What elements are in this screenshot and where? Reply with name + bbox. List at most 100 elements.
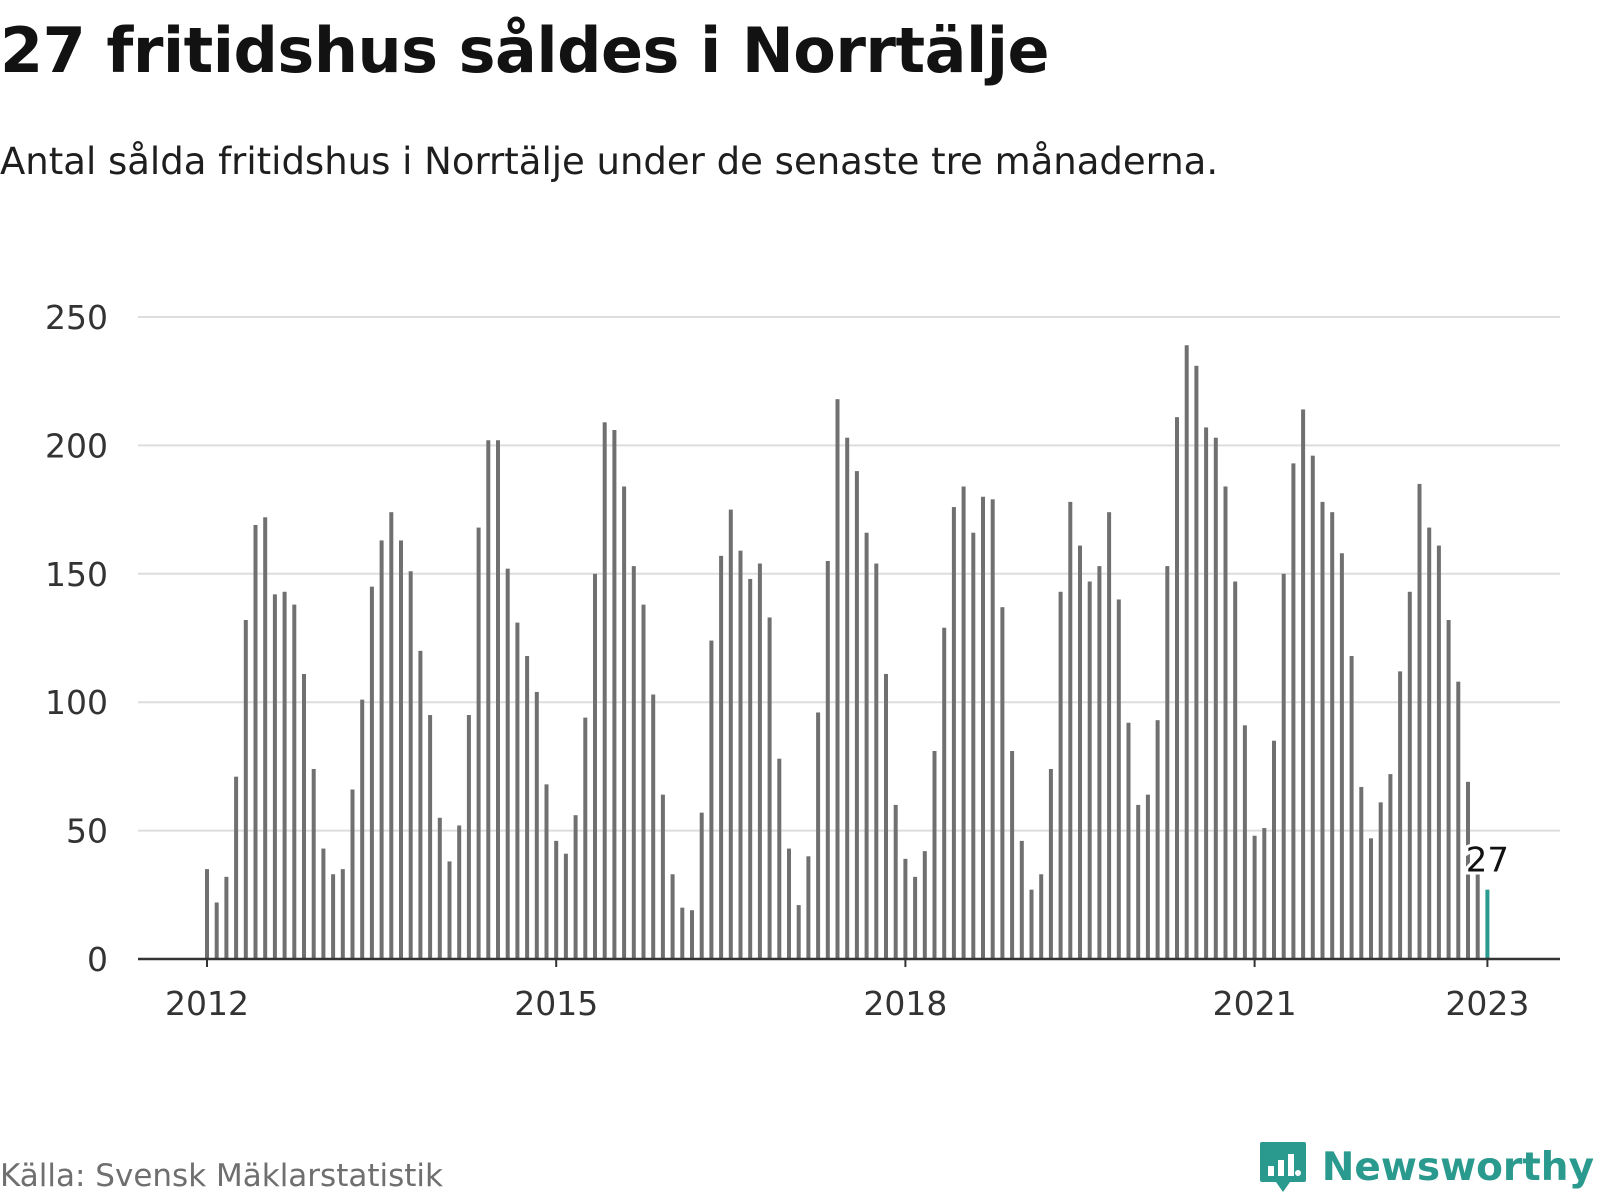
bar (340, 869, 345, 959)
bar (234, 776, 239, 959)
bar (796, 905, 801, 959)
bar (360, 699, 365, 959)
bar (1175, 417, 1179, 959)
bar (1039, 874, 1044, 959)
bar (631, 566, 636, 959)
bar (990, 499, 995, 959)
bar (835, 399, 840, 959)
axes (138, 957, 1560, 967)
bar (777, 758, 782, 959)
bar (466, 715, 471, 959)
bar (951, 507, 956, 959)
bar (1466, 781, 1470, 959)
bar (399, 540, 403, 959)
bar (1145, 794, 1150, 959)
bar (1417, 483, 1422, 959)
bar (544, 784, 549, 959)
bar (932, 750, 937, 959)
bar (1301, 409, 1306, 959)
bar (1475, 871, 1480, 959)
bar (1058, 591, 1063, 959)
bar (1291, 463, 1296, 959)
source-note: Källa: Svensk Mäklarstatistik (0, 1158, 443, 1194)
bar (1378, 802, 1383, 959)
bar (476, 527, 481, 959)
chart-subtitle: Antal sålda fritidshus i Norrtälje under… (0, 140, 1219, 183)
bar (971, 532, 976, 959)
bar (787, 848, 791, 959)
bar (1320, 501, 1325, 959)
bar (428, 715, 433, 959)
bar (1407, 591, 1412, 959)
bar (913, 876, 918, 959)
bar (1272, 740, 1276, 959)
bar (253, 525, 258, 959)
chart-title: 27 fritidshus såldes i Norrtälje (0, 14, 1050, 87)
bar (816, 712, 821, 959)
bar (1398, 671, 1403, 959)
bar (1456, 681, 1461, 959)
bar (534, 691, 539, 959)
newsworthy-logo-icon (1259, 1142, 1306, 1192)
bar (331, 874, 336, 959)
bar (670, 874, 675, 959)
bar (1116, 599, 1121, 959)
bar (1233, 581, 1238, 959)
bar (311, 768, 316, 959)
bar (1019, 840, 1024, 959)
bar (874, 563, 879, 959)
bar (369, 586, 374, 959)
bar (447, 861, 452, 959)
bar (1281, 573, 1286, 959)
bar (864, 532, 869, 959)
x-tick-label: 2012 (165, 984, 249, 1023)
bar-chart: 0 50 100 150 200 250 2012 2015 2018 2021 2023 27 (45, 298, 1560, 1023)
bar (641, 604, 646, 959)
bar (981, 496, 985, 959)
bar (1068, 501, 1073, 959)
bar (1213, 437, 1218, 959)
bar (622, 486, 627, 959)
bar (418, 650, 423, 959)
bar (486, 440, 491, 959)
bar (1155, 720, 1160, 959)
bar (1097, 566, 1102, 959)
bar (1194, 365, 1199, 959)
bar (1388, 774, 1393, 959)
bar (612, 429, 617, 959)
bar (593, 573, 597, 959)
bar (825, 560, 830, 959)
bar (757, 563, 762, 959)
x-tick-label: 2023 (1445, 984, 1529, 1023)
bar (845, 437, 850, 959)
bar (1446, 620, 1451, 959)
bar (1126, 722, 1131, 959)
bar (1010, 750, 1015, 959)
bars (205, 345, 1490, 960)
bar (1436, 545, 1441, 959)
x-tick-label: 2018 (863, 984, 947, 1023)
y-tick-label: 0 (87, 940, 108, 979)
bar (903, 858, 908, 959)
bar (854, 471, 859, 959)
bar (1184, 345, 1189, 959)
x-tick-label: 2015 (514, 984, 598, 1023)
highlight-value-label: 27 (1466, 841, 1509, 881)
bar (1136, 804, 1141, 959)
bar (1369, 838, 1373, 959)
bar (389, 512, 394, 959)
bar (1223, 486, 1228, 959)
bar (961, 486, 966, 959)
bar (767, 617, 772, 959)
y-tick-label: 100 (45, 683, 108, 722)
bar (496, 440, 500, 959)
bar (942, 627, 947, 959)
highlight-bar (1485, 889, 1490, 959)
bar (243, 620, 248, 959)
y-tick-label: 200 (45, 426, 108, 465)
y-tick-label: 250 (45, 298, 108, 337)
bar (292, 604, 297, 959)
bar (1330, 512, 1335, 959)
bar (690, 910, 694, 959)
bar (1252, 835, 1257, 959)
